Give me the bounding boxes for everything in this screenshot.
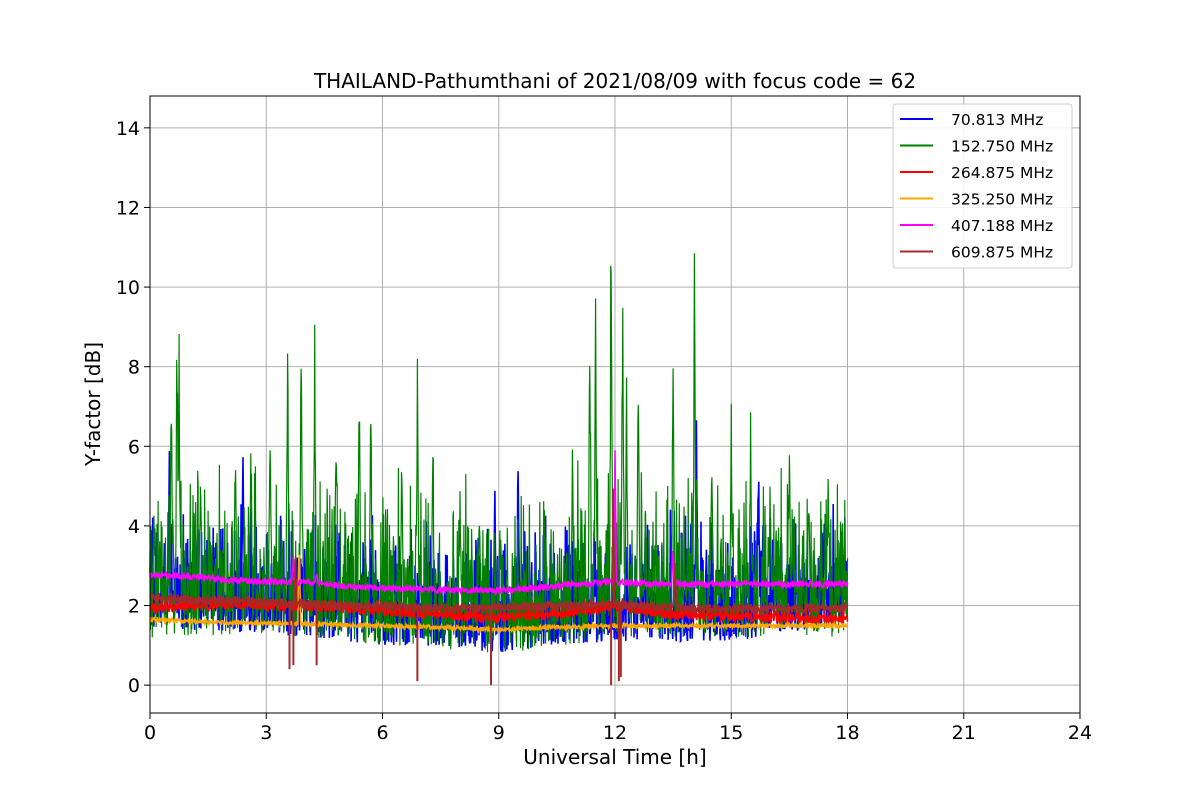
series-line bbox=[149, 450, 849, 596]
series-layer bbox=[149, 253, 849, 686]
series-line bbox=[149, 253, 849, 653]
x-tick-label: 6 bbox=[376, 722, 388, 744]
y-axis-label: Y-factor [dB] bbox=[81, 342, 105, 467]
x-tick-label: 18 bbox=[835, 722, 859, 744]
x-tick-label: 3 bbox=[260, 722, 272, 744]
series-line bbox=[149, 554, 849, 635]
legend-entry-label: 325.250 MHz bbox=[951, 191, 1053, 209]
series-line bbox=[149, 488, 849, 616]
chart-title: THAILAND-Pathumthani of 2021/08/09 with … bbox=[313, 69, 916, 93]
legend-box bbox=[892, 103, 1073, 269]
x-tick-label: 9 bbox=[493, 722, 505, 744]
y-tick-label: 6 bbox=[128, 436, 140, 458]
x-tick-label: 21 bbox=[952, 722, 976, 744]
legend-entry-label: 264.875 MHz bbox=[951, 164, 1053, 182]
y-tick-label: 0 bbox=[128, 675, 140, 697]
legend-entry-label: 152.750 MHz bbox=[951, 138, 1053, 156]
legend-entry-label: 70.813 MHz bbox=[951, 111, 1043, 129]
y-tick-label: 14 bbox=[116, 118, 140, 140]
legend-entry-label: 407.188 MHz bbox=[951, 217, 1053, 235]
legend: 70.813 MHz 152.750 MHz 264.875 MHz 325.250 … bbox=[892, 103, 1073, 269]
x-tick-label: 12 bbox=[603, 722, 627, 744]
x-tick-label: 15 bbox=[719, 722, 743, 744]
x-tick-label: 24 bbox=[1068, 722, 1092, 744]
legend-entry-label: 609.875 MHz bbox=[951, 244, 1053, 262]
y-tick-label: 12 bbox=[116, 197, 140, 219]
y-tick-label: 2 bbox=[128, 596, 140, 618]
x-axis-label: Universal Time [h] bbox=[523, 745, 706, 769]
y-tick-label: 4 bbox=[128, 516, 140, 538]
y-tick-label: 8 bbox=[128, 357, 140, 379]
x-tick-label: 0 bbox=[144, 722, 156, 744]
y-tick-label: 10 bbox=[116, 277, 140, 299]
series-line bbox=[149, 597, 849, 626]
